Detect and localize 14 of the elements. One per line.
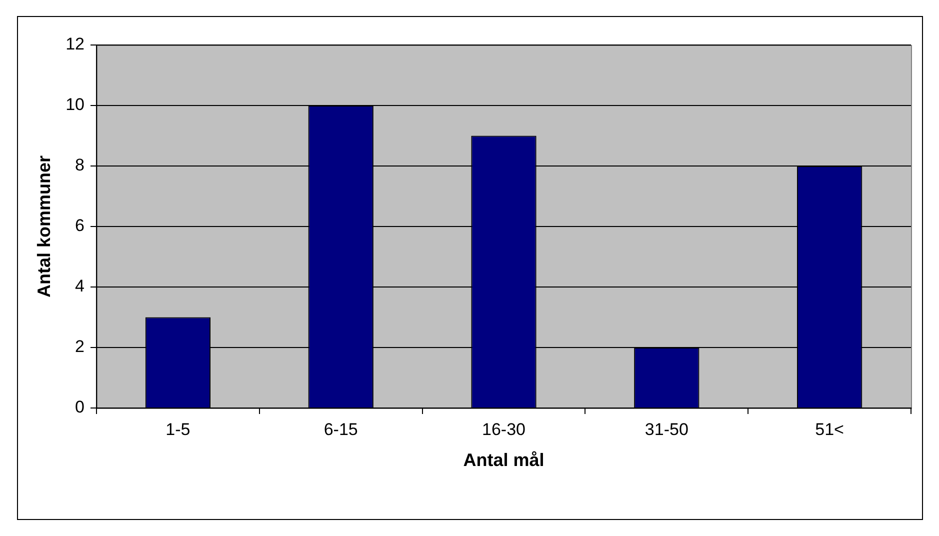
y-tick-label: 4 [75,276,85,296]
x-tick-label: 51< [815,420,844,439]
x-tick-label: 6-15 [324,420,358,439]
y-axis-title: Antal kommuner [34,155,54,298]
y-tick-label: 8 [75,156,85,175]
y-tick-label: 6 [75,216,85,236]
y-tick-label: 2 [75,337,85,356]
y-tick-label: 10 [66,95,85,114]
x-tick-label: 31-50 [644,420,688,439]
y-tick-label: 0 [75,398,85,417]
x-tick-label: 16-30 [482,420,526,439]
x-axis-title: Antal mål [463,450,544,470]
y-tick-label: 12 [66,34,85,54]
x-tick-label: 1-5 [166,420,190,439]
